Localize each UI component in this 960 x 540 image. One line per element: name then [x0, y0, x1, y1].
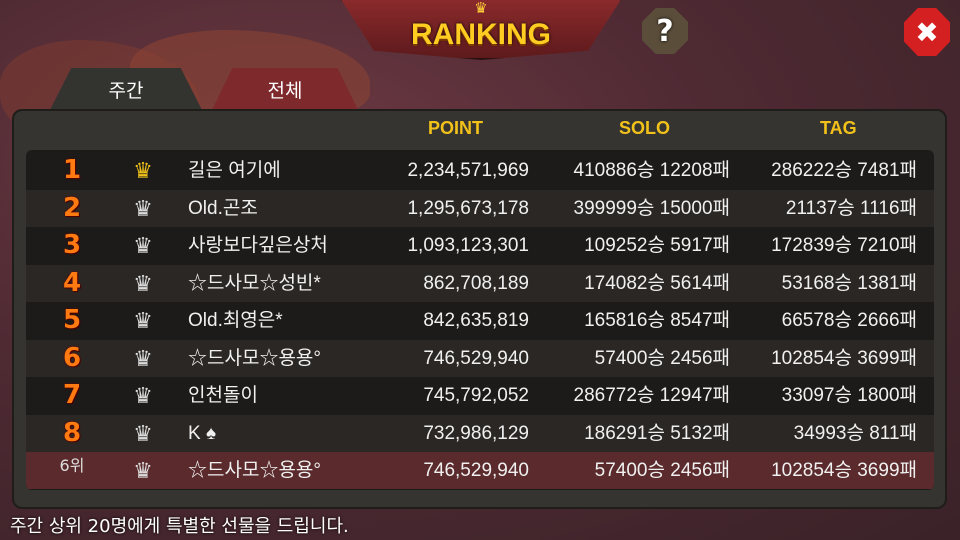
crown-icon: ♛	[133, 233, 153, 258]
solo-record: 165816승 8547패	[584, 310, 730, 331]
footer-notice: 주간 상위 20명에게 특별한 선물을 드립니다.	[10, 516, 349, 537]
table-row[interactable]: 2 ♛ Old.곤조 1,295,673,178 399999승 15000패 21137…	[26, 189, 934, 227]
crown-icon: ♛	[133, 458, 153, 483]
crown-icon: ♛	[474, 0, 488, 17]
tag-record: 66578승 2666패	[781, 310, 917, 331]
point-value: 746,529,940	[423, 460, 529, 481]
point-value: 1,295,673,178	[407, 197, 529, 219]
player-name: 인천돌이	[188, 385, 258, 406]
tab-weekly[interactable]: 주간	[50, 68, 202, 110]
tag-record: 21137승 1116패	[785, 197, 917, 219]
point-value: 745,792,052	[423, 385, 529, 406]
point-value: 2,234,571,969	[407, 160, 529, 181]
tag-record: 34993승 811패	[793, 422, 917, 444]
table-row[interactable]: 8 ♛ K ♠ 732,986,129 186291승 5132패 34993승 811패	[26, 414, 934, 452]
player-name: Old.최영은*	[188, 310, 283, 331]
question-icon: ?	[656, 13, 674, 49]
my-rank-row[interactable]: 6위 ♛ ☆드사모☆용용° 746,529,940 57400승 2456패 102854…	[26, 452, 934, 489]
table-row[interactable]: 7 ♛ 인천돌이 745,792,052 286772승 12947패 33097승 18…	[26, 377, 934, 414]
solo-record: 410886승 12208패	[573, 160, 730, 181]
player-name: ☆드사모☆용용°	[188, 347, 321, 369]
column-header-solo: SOLO	[619, 118, 671, 138]
column-header-tag: TAG	[820, 118, 857, 138]
solo-record: 399999승 15000패	[573, 197, 730, 219]
close-button[interactable]: ✖	[904, 8, 950, 56]
player-name: 길은 여기에	[188, 160, 281, 181]
tab-label: 주간	[108, 79, 144, 102]
point-value: 862,708,189	[423, 272, 529, 294]
player-name: Old.곤조	[188, 197, 258, 219]
rank-number: 8	[62, 417, 82, 448]
player-name: K ♠	[188, 422, 217, 444]
help-button[interactable]: ?	[642, 8, 688, 54]
tag-record: 53168승 1381패	[781, 272, 917, 294]
tag-record: 33097승 1800패	[781, 385, 917, 406]
page-title: RANKING	[411, 18, 551, 51]
crown-icon: ♛	[133, 195, 153, 221]
tag-record: 102854승 3699패	[771, 460, 917, 481]
table-row[interactable]: 3 ♛ 사랑보다깊은상처 1,093,123,301 109252승 5917패 1728…	[26, 227, 934, 264]
player-name: 사랑보다깊은상처	[188, 235, 328, 256]
table-row[interactable]: 1 ♛ 길은 여기에 2,234,571,969 410886승 12208패 28622…	[26, 152, 934, 189]
table-row[interactable]: 4 ♛ ☆드사모☆성빈* 862,708,189 174082승 5614패 53168승…	[26, 264, 934, 302]
crown-icon: ♛	[133, 345, 153, 371]
rank-number: 1	[62, 155, 82, 185]
rank-number: 5	[62, 305, 82, 335]
tag-record: 172839승 7210패	[771, 235, 917, 256]
point-value: 1,093,123,301	[407, 235, 529, 256]
title-banner	[340, 0, 622, 60]
rank-number: 6	[62, 342, 82, 373]
crown-icon: ♛	[133, 420, 153, 446]
solo-record: 174082승 5614패	[584, 272, 730, 294]
player-name: ☆드사모☆성빈*	[188, 272, 321, 294]
solo-record: 57400승 2456패	[594, 347, 730, 369]
table-row[interactable]: 5 ♛ Old.최영은* 842,635,819 165816승 8547패 66578승…	[26, 302, 934, 339]
rank-number: 4	[62, 267, 82, 298]
rank-number: 3	[62, 230, 82, 260]
close-icon: ✖	[915, 15, 939, 49]
crown-icon: ♛	[133, 383, 153, 408]
tag-record: 286222승 7481패	[771, 160, 917, 181]
table-row[interactable]: 6 ♛ ☆드사모☆용용° 746,529,940 57400승 2456패 102854승…	[26, 339, 934, 377]
point-value: 842,635,819	[423, 310, 529, 331]
tab-label: 전체	[267, 79, 303, 102]
point-value: 746,529,940	[423, 347, 529, 369]
rank-number: 6위	[59, 456, 85, 475]
crown-icon: ♛	[133, 308, 153, 333]
solo-record: 286772승 12947패	[573, 385, 730, 406]
solo-record: 57400승 2456패	[594, 460, 730, 481]
tag-record: 102854승 3699패	[771, 347, 917, 369]
column-header-point: POINT	[428, 118, 484, 138]
solo-record: 186291승 5132패	[584, 422, 730, 444]
point-value: 732,986,129	[423, 422, 529, 444]
ranking-list[interactable]: 1 ♛ 길은 여기에 2,234,571,969 410886승 12208패 28622…	[26, 150, 934, 490]
rank-number: 2	[62, 192, 82, 223]
tab-all[interactable]: 전체	[212, 68, 358, 110]
rank-number: 7	[62, 380, 82, 410]
crown-icon: ♛	[133, 270, 153, 296]
player-name: ☆드사모☆용용°	[188, 460, 321, 481]
solo-record: 109252승 5917패	[584, 235, 730, 256]
crown-icon: ♛	[133, 158, 153, 183]
